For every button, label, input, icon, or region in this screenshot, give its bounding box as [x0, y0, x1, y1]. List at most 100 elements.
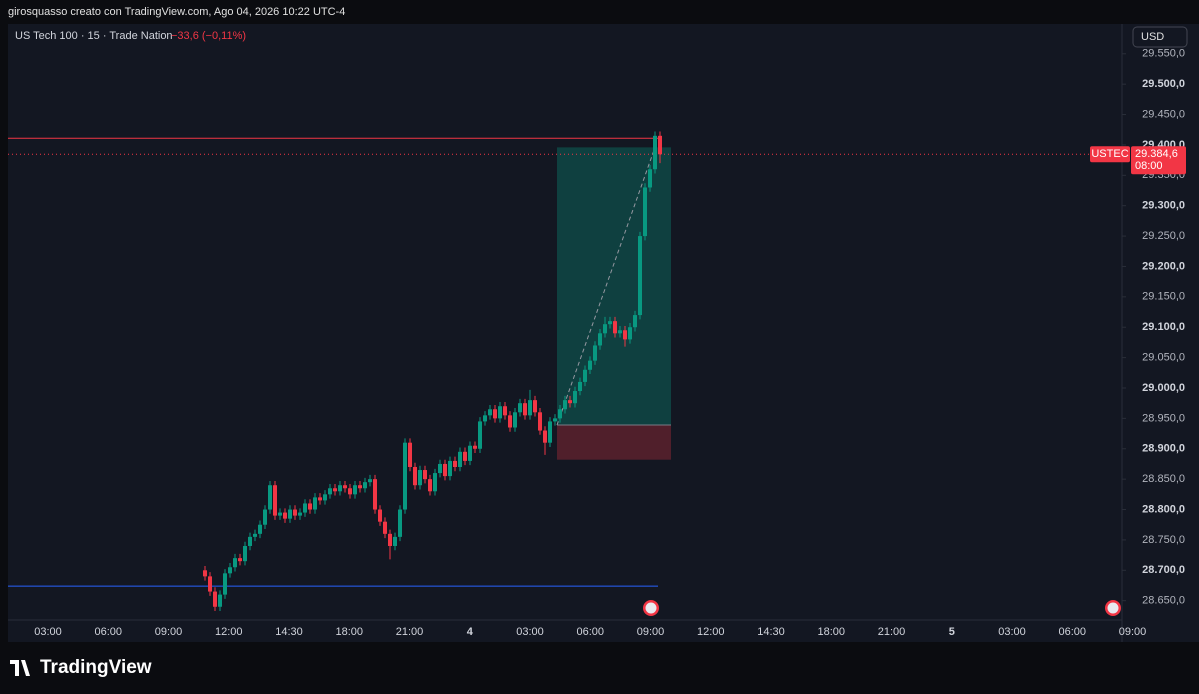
x-tick-label: 06:00	[576, 626, 604, 638]
candle-body	[588, 360, 592, 370]
y-tick-label: 29.450,0	[1142, 108, 1185, 120]
candle-body	[483, 415, 487, 422]
candle-body	[218, 594, 222, 607]
y-tick-label: 28.900,0	[1142, 443, 1185, 455]
candle-body	[568, 400, 572, 404]
candle-body	[523, 403, 527, 416]
symbol-tag	[1090, 146, 1130, 163]
symbol-label: USTEC	[1091, 148, 1128, 160]
trade-path	[556, 147, 656, 426]
candle-body	[453, 460, 457, 467]
candle-body	[413, 466, 417, 486]
candle-body	[253, 533, 257, 537]
candle-body	[543, 430, 547, 443]
candle-body	[518, 403, 522, 413]
x-tick-label: 03:00	[998, 626, 1026, 638]
candle-body	[263, 509, 267, 525]
candle-body	[528, 400, 532, 416]
y-tick-label: 29.200,0	[1142, 260, 1185, 272]
candle-body	[328, 488, 332, 495]
logo	[10, 660, 30, 676]
candle-body	[593, 345, 597, 361]
candle-body	[508, 415, 512, 428]
x-tick-label: 03:00	[34, 626, 62, 638]
candle-body	[488, 409, 492, 416]
candle-body	[283, 512, 287, 519]
x-tick-label: 12:00	[215, 626, 243, 638]
candle-body	[313, 497, 317, 510]
candle-body	[318, 497, 322, 501]
candle-body	[233, 558, 237, 568]
candle-body	[533, 400, 537, 413]
candle-body	[223, 573, 227, 595]
last-price-label: 29.384,6	[1135, 148, 1178, 160]
x-tick-label: 4	[467, 626, 474, 638]
candle-body	[343, 485, 347, 489]
x-tick-label: 21:00	[396, 626, 424, 638]
event-flag[interactable]	[1105, 600, 1121, 616]
candle-body	[553, 418, 557, 422]
candle-body	[273, 485, 277, 516]
y-tick-label: 29.500,0	[1142, 78, 1185, 90]
candle-body	[563, 400, 567, 410]
candle-body	[378, 509, 382, 522]
y-tick-label: 29.150,0	[1142, 291, 1185, 303]
y-tick-label: 28.650,0	[1142, 595, 1185, 607]
x-tick-label: 14:30	[757, 626, 785, 638]
brand: TradingView	[40, 657, 152, 678]
candle-body	[388, 533, 392, 546]
candle-body	[363, 482, 367, 489]
candle-body	[308, 503, 312, 510]
candle-body	[358, 485, 362, 489]
candle-body	[643, 187, 647, 237]
candle-body	[578, 381, 582, 392]
candle-body	[478, 421, 482, 449]
candle-body	[658, 135, 662, 155]
y-tick-label: 28.950,0	[1142, 412, 1185, 424]
countdown: 08:00	[1135, 160, 1163, 172]
stop-zone	[557, 425, 671, 460]
candle-body	[228, 567, 232, 574]
x-tick-label: 14:30	[275, 626, 303, 638]
candle-body	[438, 463, 442, 474]
x-tick-label: 18:00	[817, 626, 845, 638]
candle-body	[583, 369, 587, 382]
y-tick-label: 28.800,0	[1142, 503, 1185, 515]
currency-button[interactable]	[1132, 26, 1188, 48]
y-tick-label: 29.100,0	[1142, 321, 1185, 333]
candle-body	[208, 576, 212, 592]
candle-body	[403, 442, 407, 510]
x-tick-label: 09:00	[637, 626, 665, 638]
candle-body	[608, 321, 612, 325]
candle-body	[473, 445, 477, 449]
candle-body	[558, 409, 562, 419]
y-tick-label: 28.700,0	[1142, 564, 1185, 576]
candle-body	[428, 479, 432, 492]
event-flag[interactable]	[643, 600, 659, 616]
plot-area	[8, 24, 1122, 642]
candle-body	[623, 330, 627, 340]
candle-body	[348, 488, 352, 495]
candle-body	[323, 494, 327, 501]
candle-body	[213, 591, 217, 607]
candle-body	[243, 545, 247, 562]
candle-body	[633, 315, 637, 328]
candle-body	[383, 521, 387, 534]
candle-body	[423, 470, 427, 480]
candle-body	[498, 406, 502, 419]
candle-body	[398, 509, 402, 537]
x-tick-label: 12:00	[697, 626, 725, 638]
candle-body	[513, 412, 517, 428]
candle-body	[653, 135, 657, 170]
candle-body	[573, 391, 577, 404]
candle-body	[618, 330, 622, 334]
candle-body	[268, 485, 272, 510]
currency[interactable]: USD	[1141, 31, 1164, 43]
candle-body	[393, 536, 397, 546]
y-tick-label: 29.050,0	[1142, 352, 1185, 364]
candle-body	[448, 460, 452, 477]
x-tick-label: 5	[949, 626, 955, 638]
candle-body	[463, 451, 467, 461]
candle-body	[238, 558, 242, 562]
